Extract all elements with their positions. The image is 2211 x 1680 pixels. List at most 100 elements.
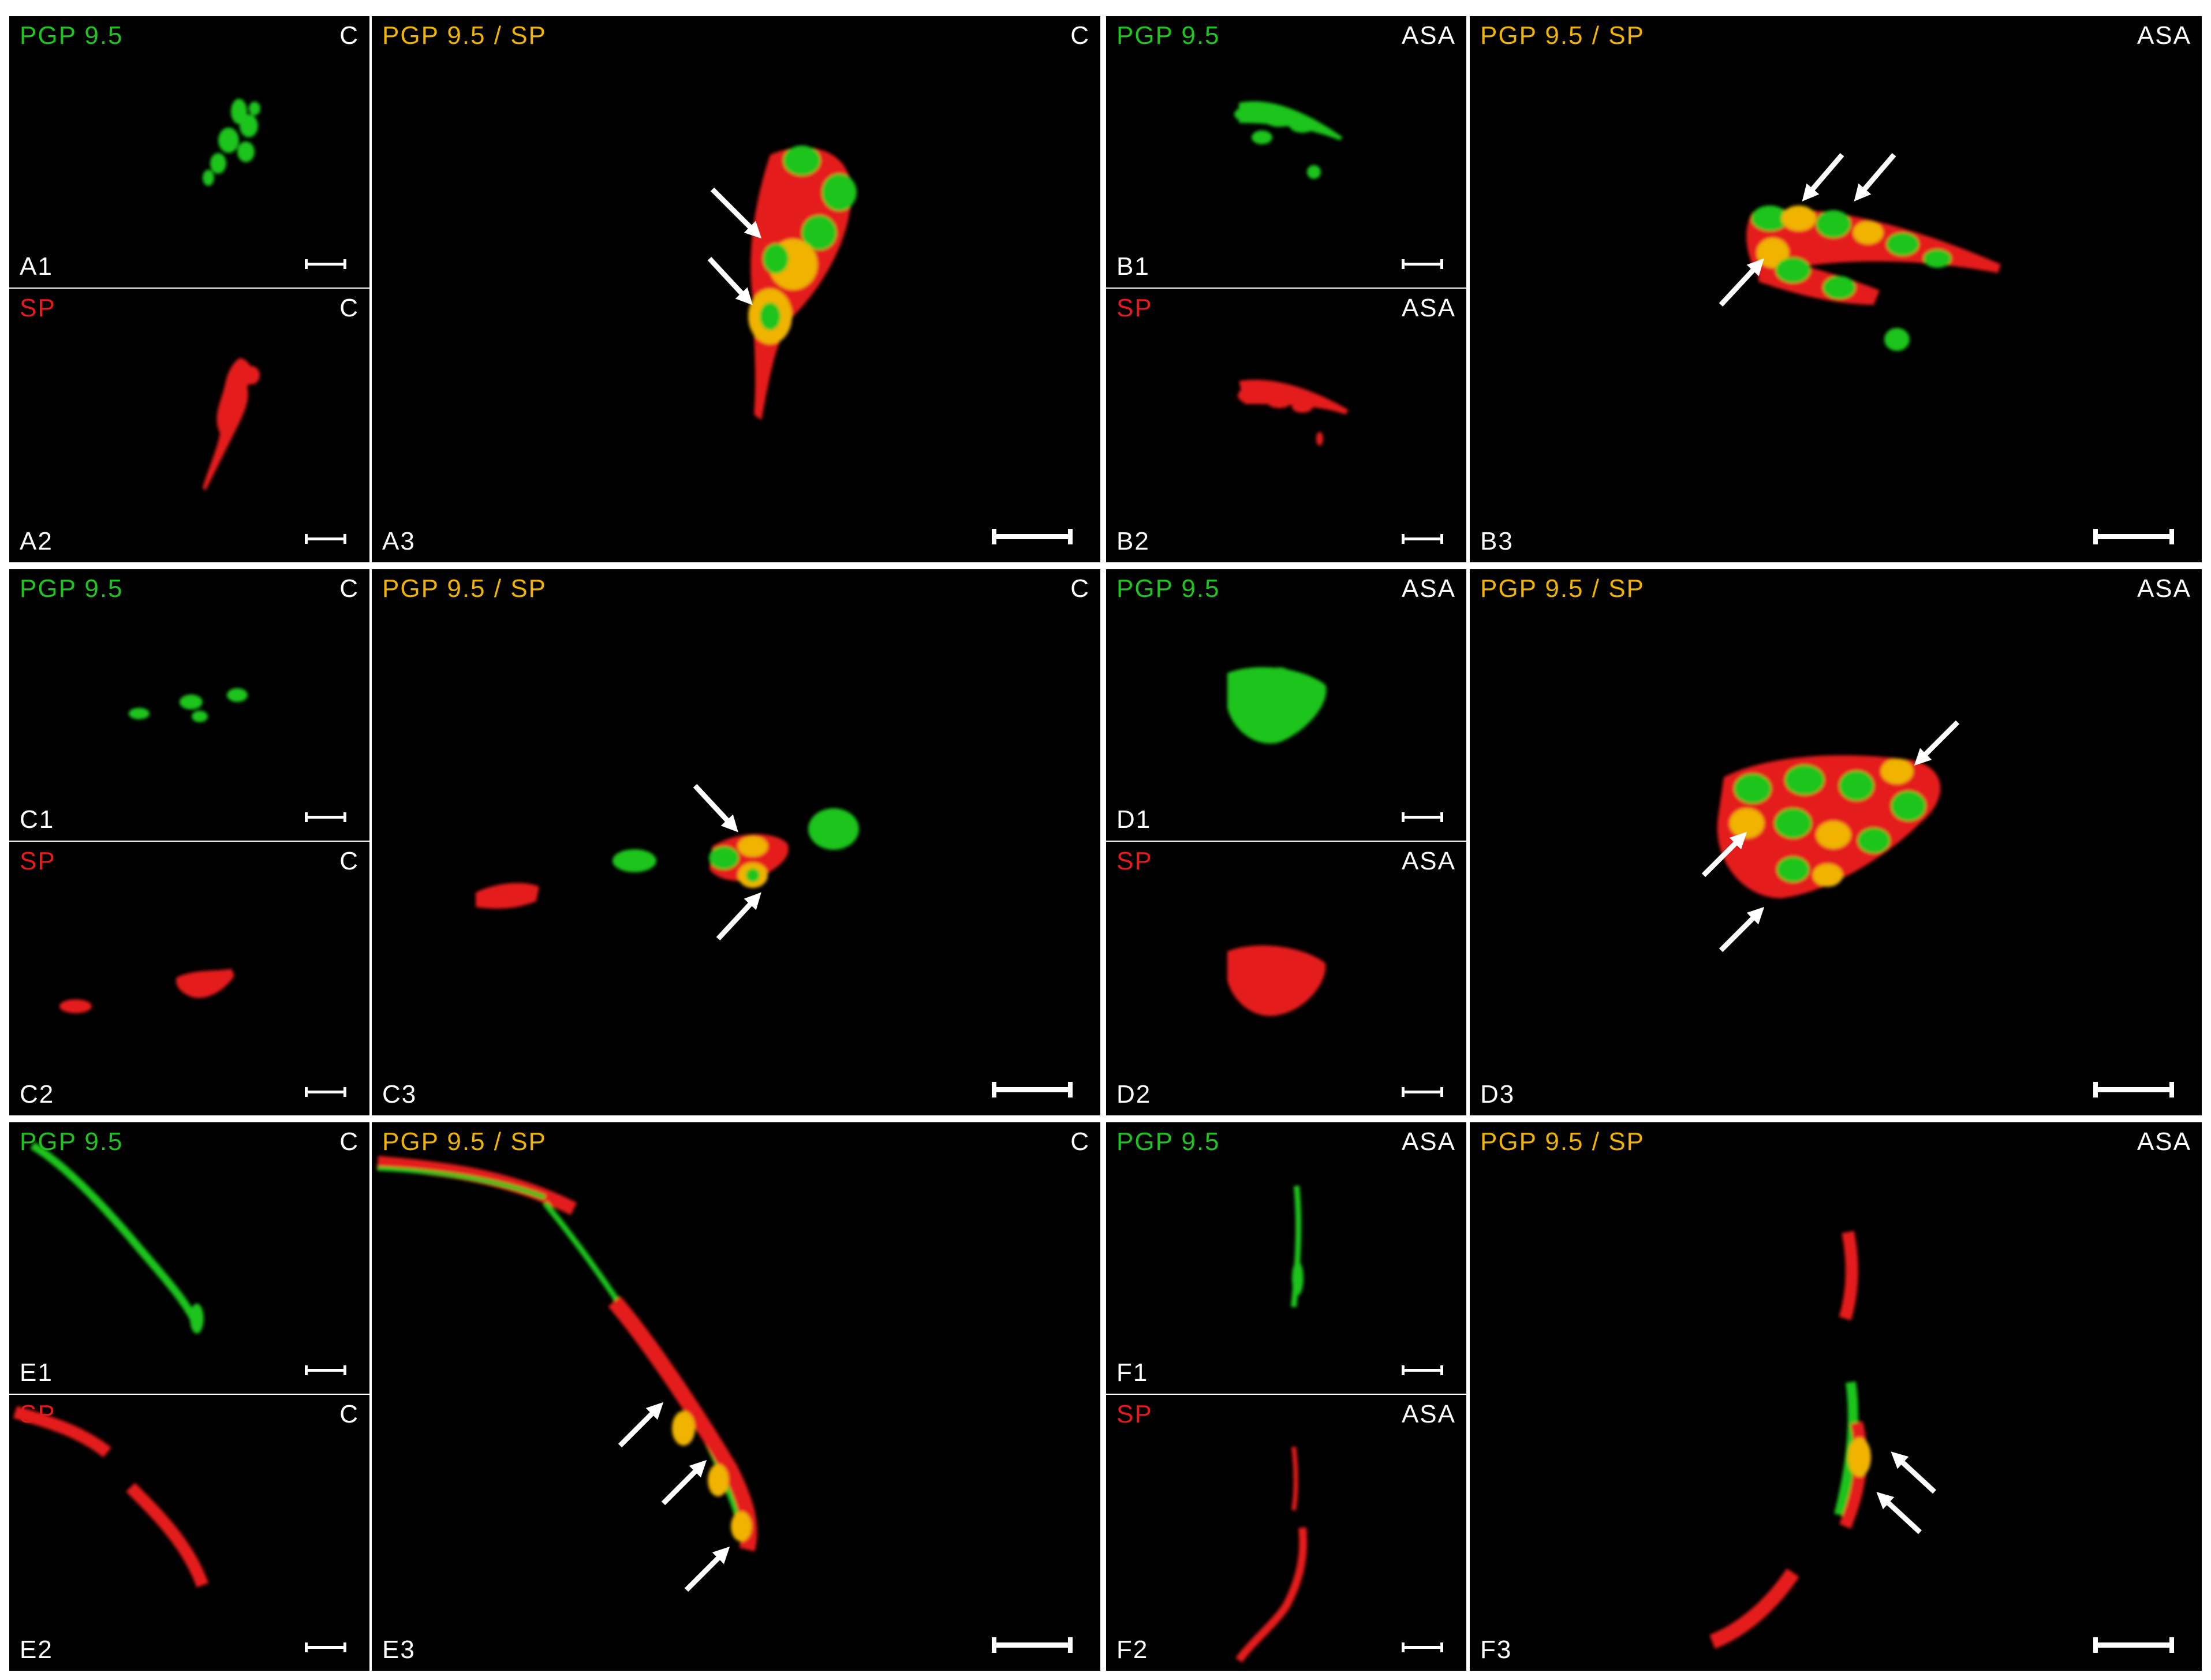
panel-id: F3 [1480, 1636, 1512, 1664]
scale-bar [305, 1087, 346, 1097]
stain-label-sp: SP [1116, 847, 1153, 875]
panel-id: A1 [20, 252, 53, 281]
condition-label: C [1070, 21, 1090, 50]
stain-label-merge: PGP 9.5 / SP [382, 1128, 547, 1156]
panel-F2: SP ASA F2 [1106, 1395, 1466, 1671]
panel-F1: PGP 9.5 ASA F1 [1106, 1122, 1466, 1394]
panel-D2: SP ASA D2 [1106, 842, 1466, 1115]
stain-label-pgp: PGP 9.5 [1116, 1128, 1220, 1156]
panel-id: D3 [1480, 1080, 1515, 1108]
micrograph-F1 [1291, 1185, 1304, 1308]
condition-label: C [339, 21, 359, 50]
condition-label: ASA [1401, 1128, 1456, 1156]
panel-C1: PGP 9.5 C C1 [9, 569, 369, 841]
panel-id: C1 [20, 805, 55, 834]
scale-bar [1402, 534, 1443, 544]
scale-bar [1402, 1365, 1443, 1375]
stain-label-sp: SP [20, 294, 56, 322]
panel-id: B3 [1480, 527, 1514, 555]
condition-label: C [1070, 1128, 1090, 1156]
condition-label: C [339, 1400, 359, 1428]
micrograph-D1 [1227, 667, 1327, 744]
condition-label: C [339, 1128, 359, 1156]
scale-bar [992, 1637, 1073, 1653]
condition-label: ASA [1401, 294, 1456, 322]
micrograph-F2 [1235, 1446, 1308, 1663]
stain-label-sp: SP [20, 847, 56, 875]
panel-E1: PGP 9.5 C E1 [9, 1122, 369, 1394]
panel-id: D2 [1116, 1080, 1152, 1108]
stain-label-sp: SP [1116, 1400, 1153, 1428]
arrow-icon [693, 783, 761, 941]
scale-bar [992, 529, 1073, 544]
micrograph-E2 [13, 1406, 209, 1588]
scale-bar [305, 1365, 346, 1375]
panel-A3: PGP 9.5 / SP C A3 [372, 16, 1100, 562]
scale-bar [305, 1642, 346, 1652]
condition-label: ASA [1401, 847, 1456, 875]
stain-label-sp: SP [20, 1400, 56, 1428]
panel-id: C2 [20, 1080, 55, 1108]
panel-id: F1 [1116, 1358, 1149, 1387]
micrograph-E1 [30, 1141, 204, 1334]
scale-bar [2093, 1082, 2174, 1097]
condition-label: ASA [2137, 574, 2191, 603]
panel-B2: SP ASA B2 [1106, 289, 1466, 562]
micrograph-B3 [1719, 153, 2001, 351]
condition-label: C [339, 294, 359, 322]
micrograph-B1 [1234, 101, 1343, 179]
scale-bar [1402, 259, 1443, 269]
condition-label: ASA [1401, 574, 1456, 603]
stain-label-pgp: PGP 9.5 [20, 1128, 124, 1156]
scale-bar [305, 534, 346, 544]
panel-A1: PGP 9.5 C A1 [9, 16, 369, 288]
scale-bar [2093, 529, 2174, 544]
panel-id: C3 [382, 1080, 417, 1108]
micrograph-A3 [707, 145, 857, 420]
panel-id: E2 [20, 1636, 53, 1664]
scale-bar [1402, 1642, 1443, 1652]
micrograph-F3 [1709, 1230, 1937, 1649]
panel-id: E1 [20, 1358, 53, 1387]
panel-C3: PGP 9.5 / SP C C3 [372, 569, 1100, 1115]
panel-E3: PGP 9.5 / SP C E3 [372, 1122, 1100, 1671]
scale-bar [2093, 1637, 2174, 1653]
panel-id: B2 [1116, 527, 1150, 555]
panel-D3: PGP 9.5 / SP ASA D3 [1470, 569, 2202, 1115]
panel-A2: SP C A2 [9, 289, 369, 562]
scale-bar [1402, 812, 1443, 822]
panel-id: D1 [1116, 805, 1152, 834]
scale-bar [992, 1082, 1073, 1097]
condition-label: ASA [2137, 1128, 2191, 1156]
micrograph-A2 [203, 358, 260, 491]
micrograph-A1 [203, 99, 260, 186]
micrograph-D3 [1701, 720, 1960, 953]
arrow-icon [1701, 720, 1960, 953]
panel-id: A3 [382, 527, 416, 555]
condition-label: ASA [1401, 21, 1456, 50]
stain-label-pgp: PGP 9.5 [20, 574, 124, 603]
condition-label: ASA [1401, 1400, 1456, 1428]
micrograph-B2 [1238, 379, 1349, 446]
condition-label: C [1070, 574, 1090, 603]
arrow-icon [1876, 1451, 1937, 1535]
micrograph-C3 [476, 783, 859, 941]
condition-label: C [339, 574, 359, 603]
stain-label-pgp: PGP 9.5 [20, 21, 124, 50]
scale-bar [305, 812, 346, 822]
scale-bar [1402, 1087, 1443, 1097]
stain-label-merge: PGP 9.5 / SP [1480, 574, 1645, 603]
micrograph-C1 [129, 688, 248, 722]
panel-B1: PGP 9.5 ASA B1 [1106, 16, 1466, 288]
panel-C2: SP C C2 [9, 842, 369, 1115]
micrograph-C2 [59, 969, 234, 1013]
stain-label-merge: PGP 9.5 / SP [382, 21, 547, 50]
condition-label: C [339, 847, 359, 875]
panel-F3: PGP 9.5 / SP ASA F3 [1470, 1122, 2202, 1671]
stain-label-merge: PGP 9.5 / SP [1480, 1128, 1645, 1156]
arrow-icon [1719, 153, 1896, 307]
panel-id: E3 [382, 1636, 416, 1664]
stain-label-merge: PGP 9.5 / SP [382, 574, 547, 603]
panel-id: A2 [20, 527, 53, 555]
panel-id: F2 [1116, 1636, 1149, 1664]
